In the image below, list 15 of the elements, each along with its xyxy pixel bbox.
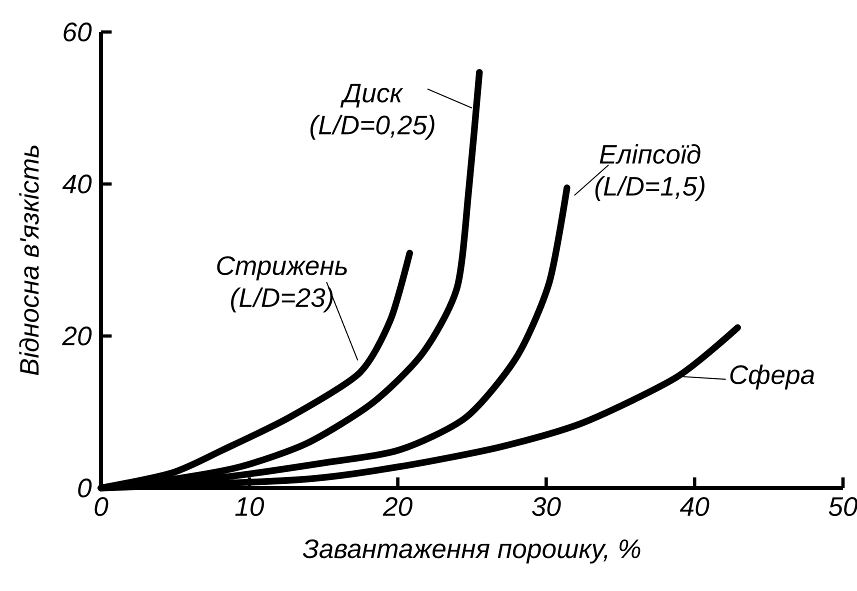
series-label: Диск (L/D=0,25) bbox=[310, 84, 434, 140]
x-tick-label: 10 bbox=[235, 497, 264, 516]
x-tick-label: 40 bbox=[680, 497, 710, 516]
x-tick-label: 30 bbox=[532, 497, 561, 516]
x-axis-title: Завантаження порошку, % bbox=[302, 539, 640, 564]
series-label: Еліпсоїд (L/D=1,5) bbox=[595, 144, 704, 202]
x-tick-label: 0 bbox=[94, 497, 108, 516]
y-axis-title: Відносна в'язкість bbox=[19, 146, 39, 376]
legend-label: Сфера bbox=[730, 364, 814, 390]
y-tick-label: 0 bbox=[78, 478, 92, 498]
y-tick-label: 20 bbox=[62, 326, 92, 346]
series-label: Стрижень (L/D=23) bbox=[217, 256, 347, 312]
y-tick-label: 60 bbox=[64, 22, 92, 42]
y-tick-label: 40 bbox=[62, 174, 92, 194]
x-tick-label: 20 bbox=[382, 497, 412, 516]
